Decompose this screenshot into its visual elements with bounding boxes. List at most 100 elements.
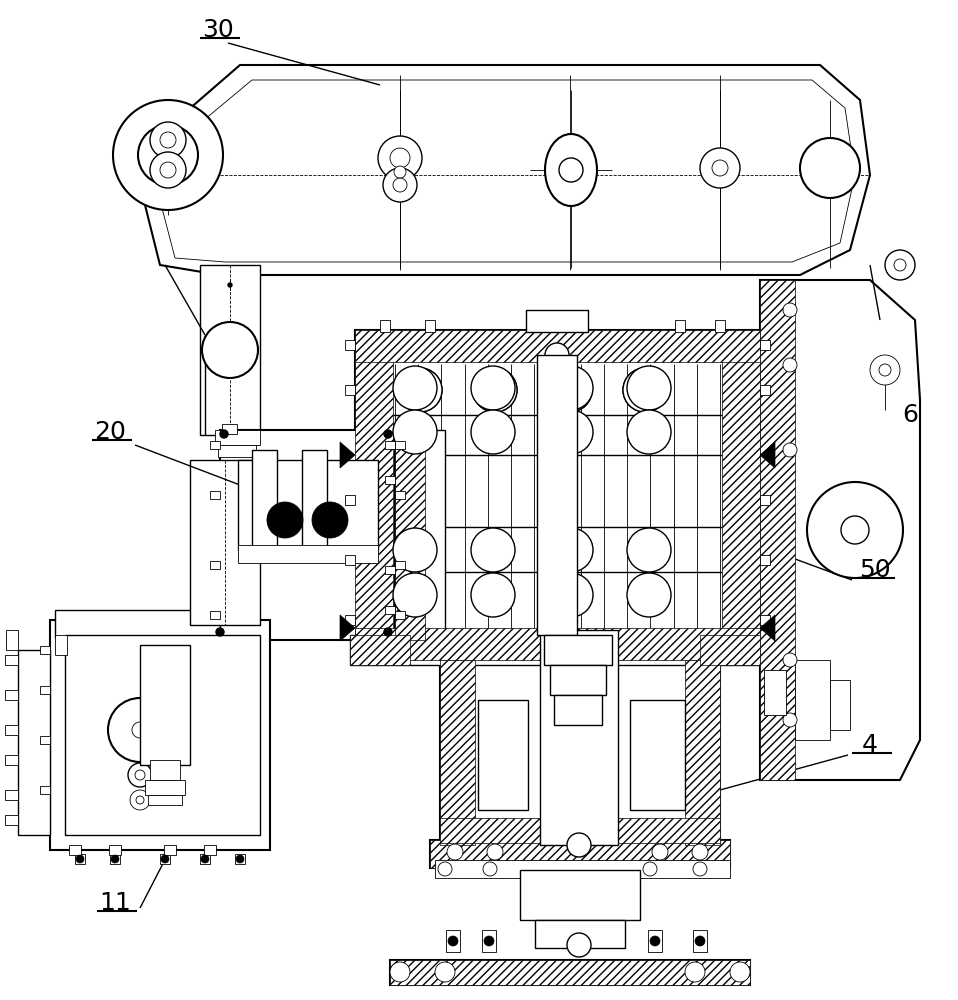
Circle shape — [567, 833, 591, 857]
Bar — [345, 385, 355, 395]
Ellipse shape — [545, 134, 597, 206]
Bar — [345, 495, 355, 505]
Bar — [385, 476, 395, 484]
Circle shape — [113, 100, 223, 210]
Circle shape — [76, 855, 84, 863]
Bar — [715, 320, 725, 332]
Circle shape — [693, 862, 707, 876]
Bar — [760, 280, 795, 780]
Bar — [65, 635, 260, 835]
Circle shape — [643, 862, 657, 876]
Circle shape — [161, 855, 169, 863]
Bar — [109, 845, 121, 855]
Bar — [544, 635, 612, 665]
Bar — [55, 635, 67, 655]
Circle shape — [567, 653, 591, 677]
Circle shape — [390, 962, 410, 982]
Bar — [350, 635, 410, 665]
Circle shape — [132, 722, 148, 738]
Bar — [200, 265, 260, 435]
Circle shape — [652, 844, 668, 860]
Bar — [252, 450, 277, 560]
Bar — [760, 555, 770, 565]
Circle shape — [384, 628, 392, 636]
Bar — [390, 960, 750, 985]
Bar — [385, 441, 395, 449]
Circle shape — [228, 283, 232, 287]
Bar — [830, 680, 850, 730]
Bar — [355, 628, 760, 660]
Circle shape — [267, 502, 303, 538]
Polygon shape — [760, 280, 920, 780]
Bar — [700, 635, 760, 665]
Bar — [760, 495, 770, 505]
Bar — [760, 615, 770, 625]
Circle shape — [807, 482, 903, 578]
Text: 11: 11 — [99, 891, 131, 915]
Text: 4: 4 — [862, 733, 878, 757]
Circle shape — [623, 368, 667, 412]
Circle shape — [202, 322, 258, 378]
Bar — [18, 650, 50, 835]
Text: 20: 20 — [94, 420, 125, 444]
Bar — [218, 445, 256, 457]
Circle shape — [783, 358, 797, 372]
Bar — [50, 620, 270, 850]
Bar — [5, 690, 18, 700]
Bar — [215, 430, 260, 445]
Bar — [430, 840, 730, 868]
Text: 30: 30 — [202, 18, 234, 42]
Circle shape — [471, 528, 515, 572]
Circle shape — [435, 962, 455, 982]
Circle shape — [160, 132, 176, 148]
Circle shape — [650, 936, 660, 946]
Circle shape — [700, 148, 740, 188]
Circle shape — [879, 364, 891, 376]
Bar — [302, 450, 327, 560]
Bar — [554, 695, 602, 725]
Bar — [5, 790, 18, 800]
Circle shape — [393, 178, 407, 192]
Circle shape — [160, 162, 176, 178]
Bar — [478, 700, 528, 810]
Bar — [722, 330, 760, 660]
Circle shape — [627, 573, 671, 617]
Circle shape — [800, 138, 860, 198]
Circle shape — [438, 862, 452, 876]
Circle shape — [695, 936, 705, 946]
Bar — [535, 920, 625, 948]
Circle shape — [384, 430, 392, 438]
Bar — [40, 736, 50, 744]
Circle shape — [150, 122, 186, 158]
Circle shape — [545, 343, 569, 367]
Circle shape — [885, 250, 915, 280]
Bar — [390, 960, 750, 985]
Circle shape — [111, 855, 119, 863]
Bar — [380, 320, 390, 332]
Bar — [75, 854, 85, 864]
Bar — [222, 424, 237, 434]
Circle shape — [483, 862, 497, 876]
Circle shape — [841, 516, 869, 544]
Bar — [355, 330, 760, 362]
Bar — [425, 320, 435, 332]
Circle shape — [567, 933, 591, 957]
Circle shape — [487, 844, 503, 860]
Bar — [675, 320, 685, 332]
Bar — [355, 330, 393, 660]
Polygon shape — [145, 65, 870, 275]
Bar — [550, 665, 606, 695]
Circle shape — [398, 368, 442, 412]
Circle shape — [783, 713, 797, 727]
Bar — [648, 930, 662, 952]
Circle shape — [549, 573, 593, 617]
Circle shape — [473, 368, 517, 412]
Bar — [238, 545, 378, 563]
Circle shape — [138, 125, 198, 185]
Circle shape — [471, 366, 515, 410]
Polygon shape — [340, 615, 355, 641]
Circle shape — [398, 368, 442, 412]
Circle shape — [393, 410, 437, 454]
Bar — [210, 491, 220, 499]
Bar — [235, 854, 245, 864]
